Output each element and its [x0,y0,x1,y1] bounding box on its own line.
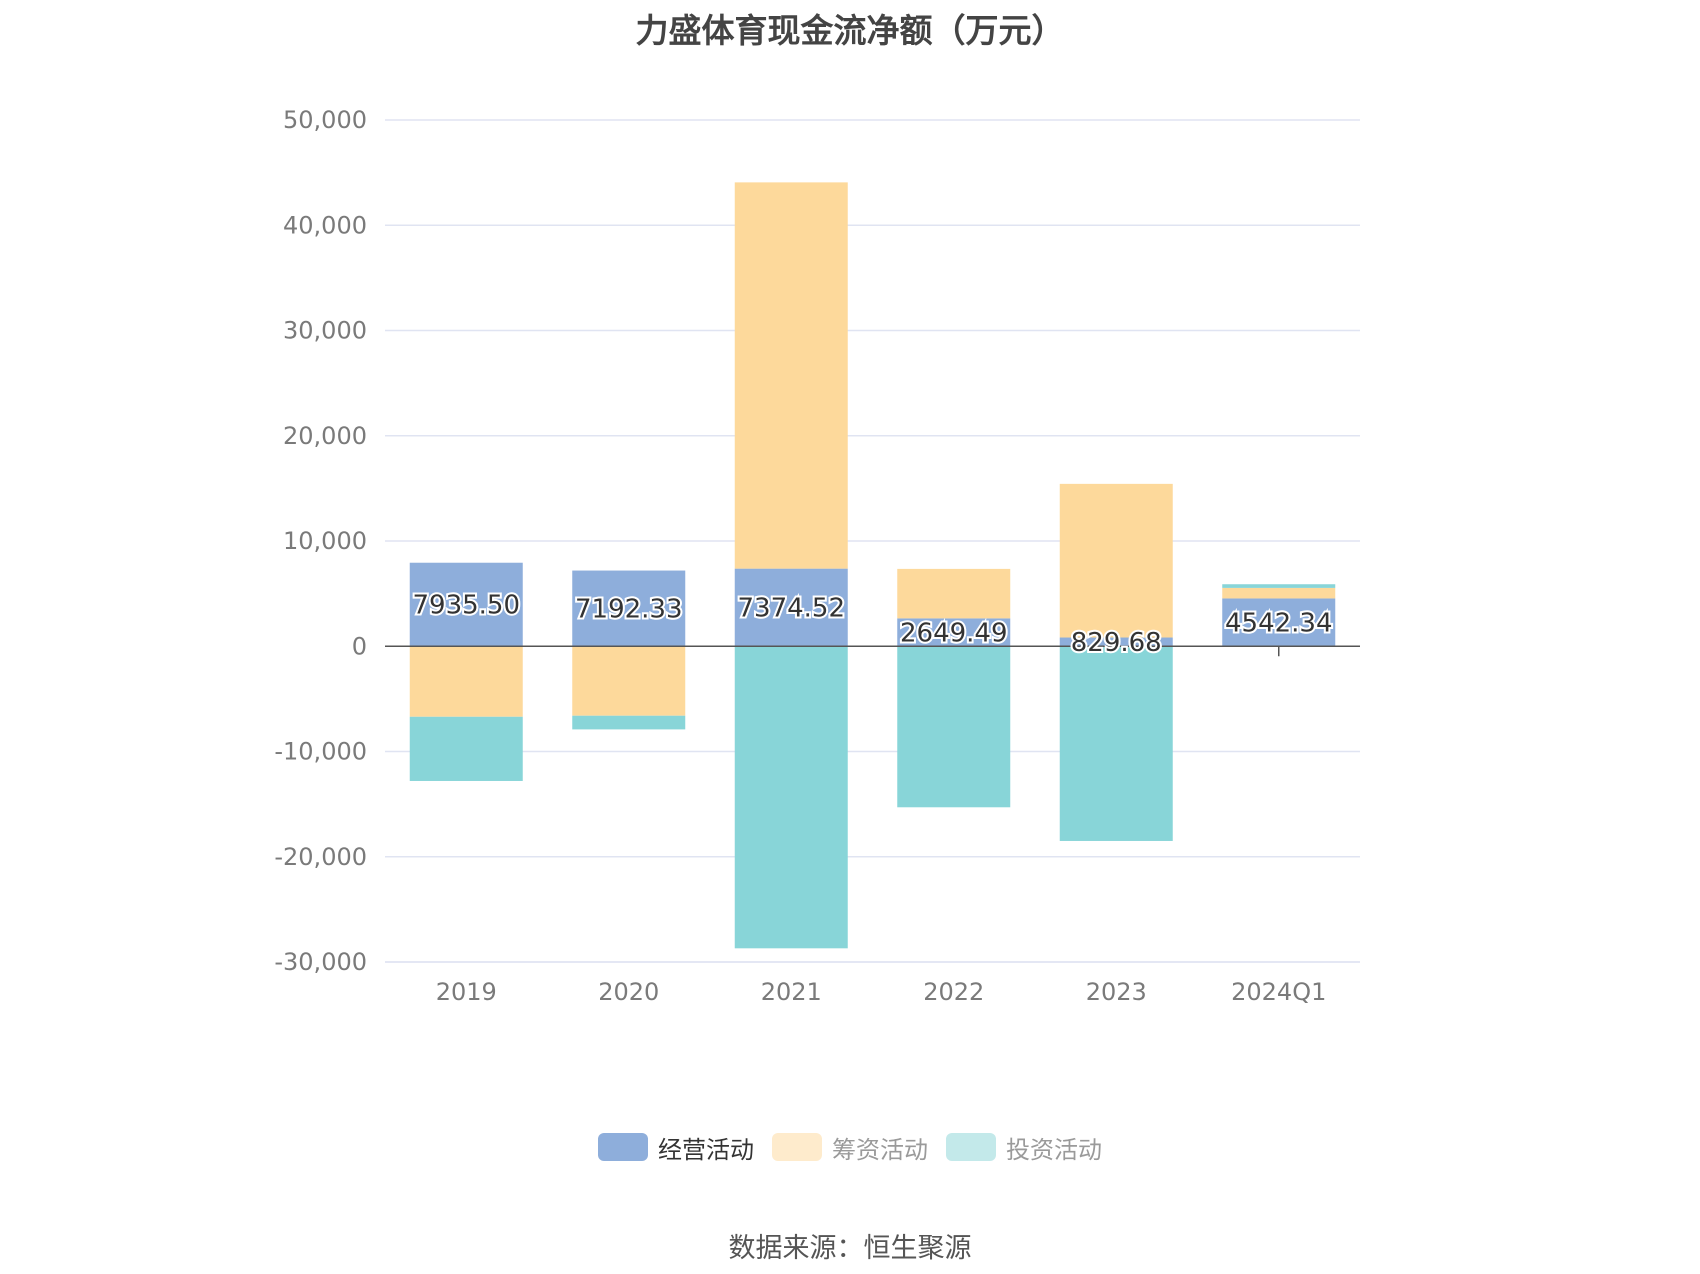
y-tick-label: -30,000 [274,948,367,976]
bar-segment [1222,584,1336,588]
legend-swatch [598,1133,648,1161]
bar-segment [734,646,848,949]
y-tick-label: -20,000 [274,843,367,871]
bar-segment [572,646,686,716]
y-tick-label: 20,000 [283,422,367,450]
x-tick-label: 2023 [1086,978,1147,1006]
bar-segment [897,618,1011,647]
bar-segment [734,182,848,569]
data-label: 829.68 [1071,628,1162,658]
y-tick-label: 40,000 [283,211,367,239]
y-tick-label: 10,000 [283,527,367,555]
bar-segment [409,562,523,647]
source-note: 数据来源：恒生聚源 [728,1233,972,1264]
legend-item[interactable]: 经营活动 [598,1130,754,1165]
x-tick-label: 2021 [761,978,822,1006]
x-axis: 2019 2020 2021 2022 2023 2024Q1 [385,645,1360,1006]
legend-label: 投资活动 [1006,1135,1102,1164]
x-tick-label: 2019 [436,978,497,1006]
data-label: 4542.34 [1225,608,1333,638]
y-tick-label: 50,000 [283,106,367,134]
y-axis: -30,000 -20,000 -10,000 0 10,000 20,000 30,000… [274,106,367,976]
legend-item[interactable]: 筹资活动 [772,1130,928,1165]
legend: 经营活动 筹资活动 投资活动 [0,1127,1700,1167]
bar-segment [572,570,686,647]
bar-segment [409,716,523,781]
data-labels: 7935.50 7192.33 7374.52 2649.49 829.68 4542.3… [410,588,1334,659]
data-label: 2649.49 [900,618,1008,648]
bar-segment [897,568,1011,619]
legend-label: 筹资活动 [832,1135,928,1164]
bar-segment [1222,587,1336,599]
bar-segment [572,715,686,730]
data-label: 7935.50 [412,590,520,620]
bar-segment [1059,483,1173,638]
chart-title: 力盛体育现金流净额（万元） [635,11,1065,50]
bar-segment [734,568,848,647]
legend-swatch [772,1133,822,1161]
y-tick-label: 0 [352,632,367,660]
bar-segment [1059,637,1173,647]
bar-segment [897,646,1011,808]
legend-item[interactable]: 投资活动 [946,1130,1102,1165]
bars [409,182,1336,949]
legend-swatch [946,1133,996,1161]
bar-segment [409,646,523,717]
legend-label: 经营活动 [658,1135,754,1164]
x-tick-label: 2020 [598,978,659,1006]
x-tick-label: 2024Q1 [1231,978,1326,1006]
y-tick-label: -10,000 [274,738,367,766]
bar-segment [1222,598,1336,647]
bar-segment [1059,646,1173,841]
data-label: 7374.52 [737,593,845,623]
gridlines [385,119,1360,963]
y-tick-label: 30,000 [283,317,367,345]
x-tick-label: 2022 [923,978,984,1006]
data-label: 7192.33 [575,594,683,624]
